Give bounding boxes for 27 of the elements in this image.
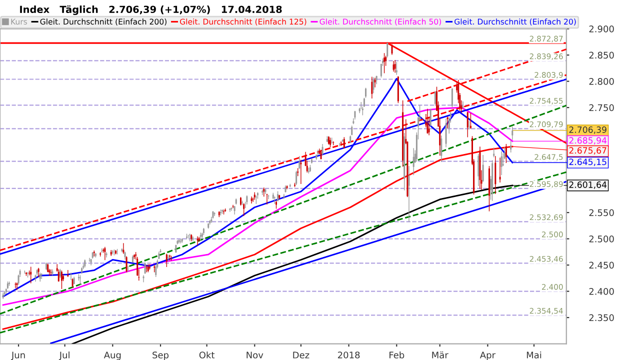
- x-tick-label: Nov: [246, 352, 264, 358]
- y-tick-label: 2.350: [589, 314, 614, 322]
- y-tick-label: 2.550: [589, 209, 614, 216]
- y-tick-label: 2.900: [589, 26, 614, 32]
- x-tick-label: Dez: [293, 352, 310, 358]
- annotation: 2.601,64: [569, 181, 607, 189]
- annotation: 2.706,39: [569, 126, 606, 134]
- x-tick-label: Jul: [58, 351, 70, 360]
- y-tick-label: 2.850: [589, 52, 614, 59]
- x-tick-label: Sep: [152, 352, 169, 360]
- x-tick-label: 2018: [338, 352, 360, 358]
- annotation: 2.645,15: [569, 158, 606, 166]
- y-tick-label: 2.450: [589, 262, 614, 269]
- x-tick-label: Aug: [104, 352, 121, 360]
- annotation: 2.675,67: [569, 147, 606, 155]
- annotation: 2.685,94: [569, 137, 607, 145]
- x-tick-label: Mär: [432, 351, 448, 358]
- x-tick-label: Jun: [11, 352, 25, 360]
- y-tick-label: 2.400: [589, 288, 614, 295]
- x-tick-label: Feb: [390, 351, 404, 358]
- x-tick-label: Okt: [199, 351, 215, 358]
- x-tick-label: Mai: [526, 351, 542, 358]
- x-tick-label: Apr: [480, 352, 496, 360]
- y-tick-label: 2.800: [589, 78, 614, 85]
- y-tick-label: 2.500: [589, 236, 614, 242]
- y-tick-label: 2.750: [589, 104, 614, 112]
- chart-title: Index Täglich 2.706,39 (+1,07%) 17.04.2018: [20, 5, 282, 16]
